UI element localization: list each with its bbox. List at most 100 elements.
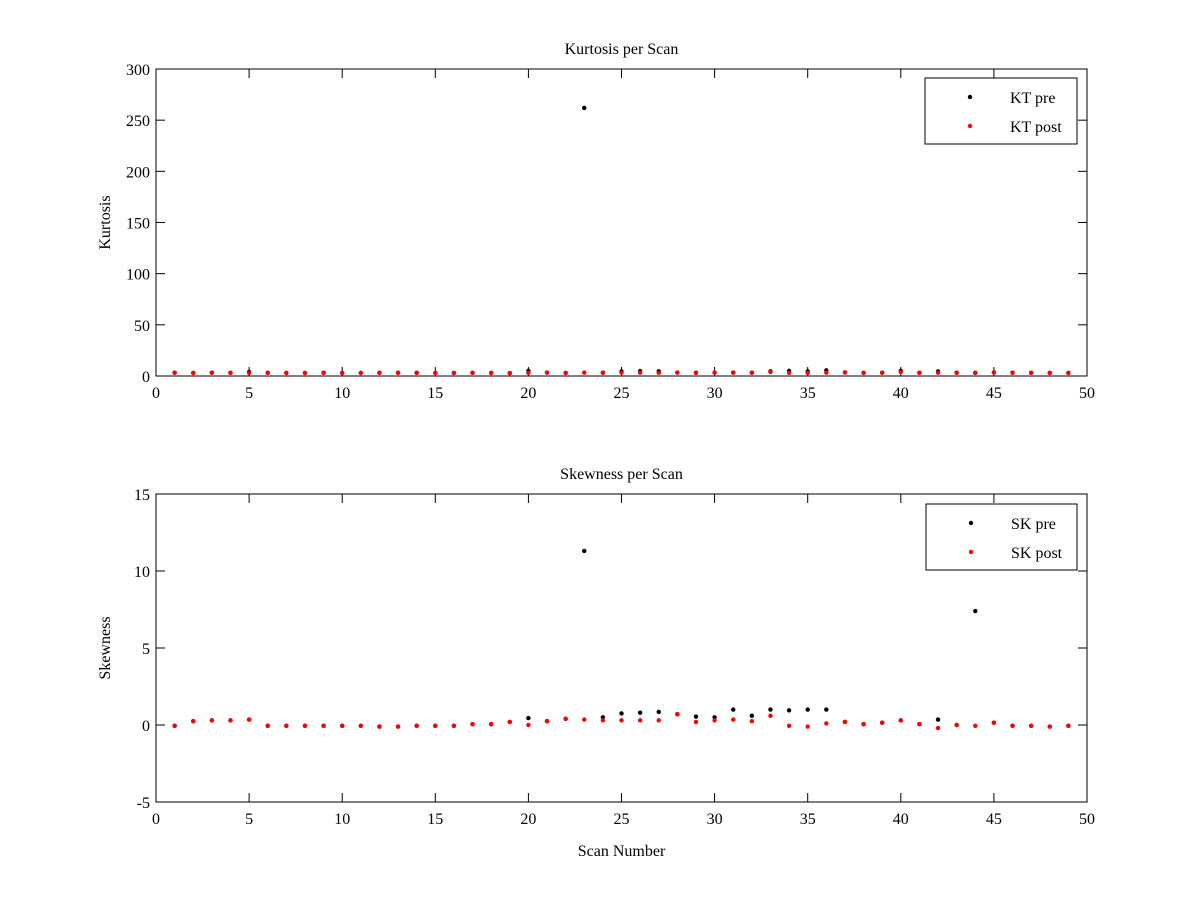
skewness-point [544,718,550,724]
kurtosis-legend-box [924,77,1078,145]
kurtosis-point [898,369,903,375]
kurtosis-point [582,105,587,111]
skewness-point [582,548,587,554]
kurtosis-point [526,370,531,376]
kurtosis-point [991,370,997,375]
kurtosis-point [284,370,289,376]
skewness-point [191,718,196,724]
skewness-legend-label: SK pre [1011,516,1056,533]
skewness-point [246,717,252,722]
kurtosis-legend-label: KT post [1010,119,1062,136]
skewness-legend-marker [968,520,974,526]
kurtosis-point [768,369,773,375]
skewness-point [805,724,810,729]
skewness-point [563,716,568,722]
skewness-point [172,723,177,728]
skewness-point [302,723,308,728]
skewness-xlabel: Scan Number [578,843,666,860]
skewness-point [805,707,810,712]
skewness-xtick-label: 35 [800,811,816,828]
skewness-point [954,722,959,728]
skewness-xtick-label: 15 [427,811,443,828]
skewness-point [228,718,233,723]
kurtosis-chart-title: Kurtosis per Scan [565,41,679,58]
skewness-point [935,717,941,722]
skewness-point [321,723,326,728]
skewness-legend-label: SK post [1011,545,1063,562]
kurtosis-point [414,370,419,376]
skewness-point [898,718,903,723]
skewness-point [600,715,606,720]
kurtosis-point [731,370,736,375]
skewness-point [340,723,345,728]
kurtosis-ytick-label: 0 [142,369,150,386]
kurtosis-ytick-label: 50 [134,318,150,335]
kurtosis-point [805,370,810,376]
kurtosis-legend: KT pre KT post [924,77,1078,145]
kurtosis-point [191,370,196,376]
kurtosis-point [935,370,941,375]
kurtosis-point [582,370,587,375]
kurtosis-point [1010,370,1015,375]
skewness-point [768,713,773,718]
skewness-xtick-label: 5 [245,811,253,828]
kurtosis-point [917,370,922,376]
skewness-point [284,723,289,728]
skewness-point [731,707,736,712]
kurtosis-xtick-label: 5 [245,385,253,402]
skewness-point [637,718,643,723]
skewness-legend: SK pre SK post [925,503,1078,571]
skewness-ytick-label: 15 [134,487,150,504]
skewness-xtick-label: 25 [614,811,630,828]
skewness-point [917,722,922,727]
kurtosis-legend-marker [967,123,973,129]
kurtosis-point [693,370,699,376]
kurtosis-ytick-label: 300 [126,62,150,79]
skewness-point [526,715,531,721]
kurtosis-point [544,370,550,375]
kurtosis-point [209,370,215,375]
plots-container: 0 5 10 15 20 25 30 35 40 45 50050100150200250300Ku… [97,41,1095,860]
kurtosis-point [172,370,177,375]
kurtosis-point [470,370,475,376]
skewness-point [265,723,270,728]
kurtosis-point [377,370,382,376]
skewness-point [786,723,792,728]
kurtosis-point [749,370,755,375]
skewness-point [451,723,457,728]
skewness-xtick-label: 10 [334,811,350,828]
skewness-point [414,723,419,728]
skewness-ytick-label: 10 [134,564,150,581]
skewness-point [619,711,624,716]
skewness-point [358,723,364,728]
kurtosis-point [246,370,252,376]
kurtosis-point [302,370,308,376]
skewness-point [973,723,978,728]
skewness-point [991,720,997,725]
skewness-xtick-label: 20 [520,811,536,828]
kurtosis-point [619,370,624,375]
skewness-ylabel: Skewness [97,616,114,679]
kurtosis-xtick-label: 10 [334,385,350,402]
skewness-point [619,718,624,723]
kurtosis-point [675,370,680,375]
skewness-ytick-label: -5 [137,795,150,812]
skewness-point [395,724,401,729]
kurtosis-xtick-label: 15 [427,385,443,402]
kurtosis-xtick-label: 0 [152,385,160,402]
skewness-point [861,722,866,727]
skewness-point [693,714,699,719]
skewness-ytick-label: 5 [142,641,150,658]
skewness-point [712,715,717,720]
kurtosis-ylabel: Kurtosis [97,195,114,249]
kurtosis-point [1047,370,1052,376]
kurtosis-series-post [172,369,1071,376]
skewness-xtick-label: 30 [707,811,723,828]
skewness-point [1010,723,1015,728]
skewness-chart-title: Skewness per Scan [560,466,683,483]
kurtosis-point [340,370,345,376]
kurtosis-legend-marker [967,94,973,100]
skewness-point [731,717,736,722]
kurtosis-xtick-label: 30 [707,385,723,402]
